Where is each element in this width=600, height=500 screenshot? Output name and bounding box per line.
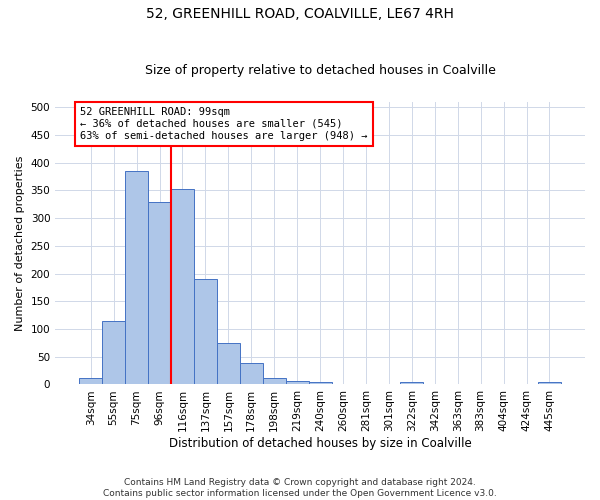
Bar bbox=[538, 382, 561, 384]
Text: 52 GREENHILL ROAD: 99sqm
← 36% of detached houses are smaller (545)
63% of semi-: 52 GREENHILL ROAD: 99sqm ← 36% of detach… bbox=[80, 108, 368, 140]
Bar bbox=[79, 378, 102, 384]
Bar bbox=[171, 190, 194, 384]
Bar bbox=[240, 364, 263, 384]
Bar bbox=[308, 382, 332, 384]
Bar bbox=[125, 171, 148, 384]
Title: Size of property relative to detached houses in Coalville: Size of property relative to detached ho… bbox=[145, 64, 496, 77]
Text: Contains HM Land Registry data © Crown copyright and database right 2024.
Contai: Contains HM Land Registry data © Crown c… bbox=[103, 478, 497, 498]
Bar bbox=[194, 279, 217, 384]
Bar bbox=[400, 382, 423, 384]
Bar bbox=[286, 380, 308, 384]
Text: 52, GREENHILL ROAD, COALVILLE, LE67 4RH: 52, GREENHILL ROAD, COALVILLE, LE67 4RH bbox=[146, 8, 454, 22]
X-axis label: Distribution of detached houses by size in Coalville: Distribution of detached houses by size … bbox=[169, 437, 472, 450]
Bar bbox=[148, 202, 171, 384]
Bar bbox=[102, 320, 125, 384]
Bar bbox=[263, 378, 286, 384]
Bar bbox=[217, 343, 240, 384]
Y-axis label: Number of detached properties: Number of detached properties bbox=[15, 156, 25, 331]
